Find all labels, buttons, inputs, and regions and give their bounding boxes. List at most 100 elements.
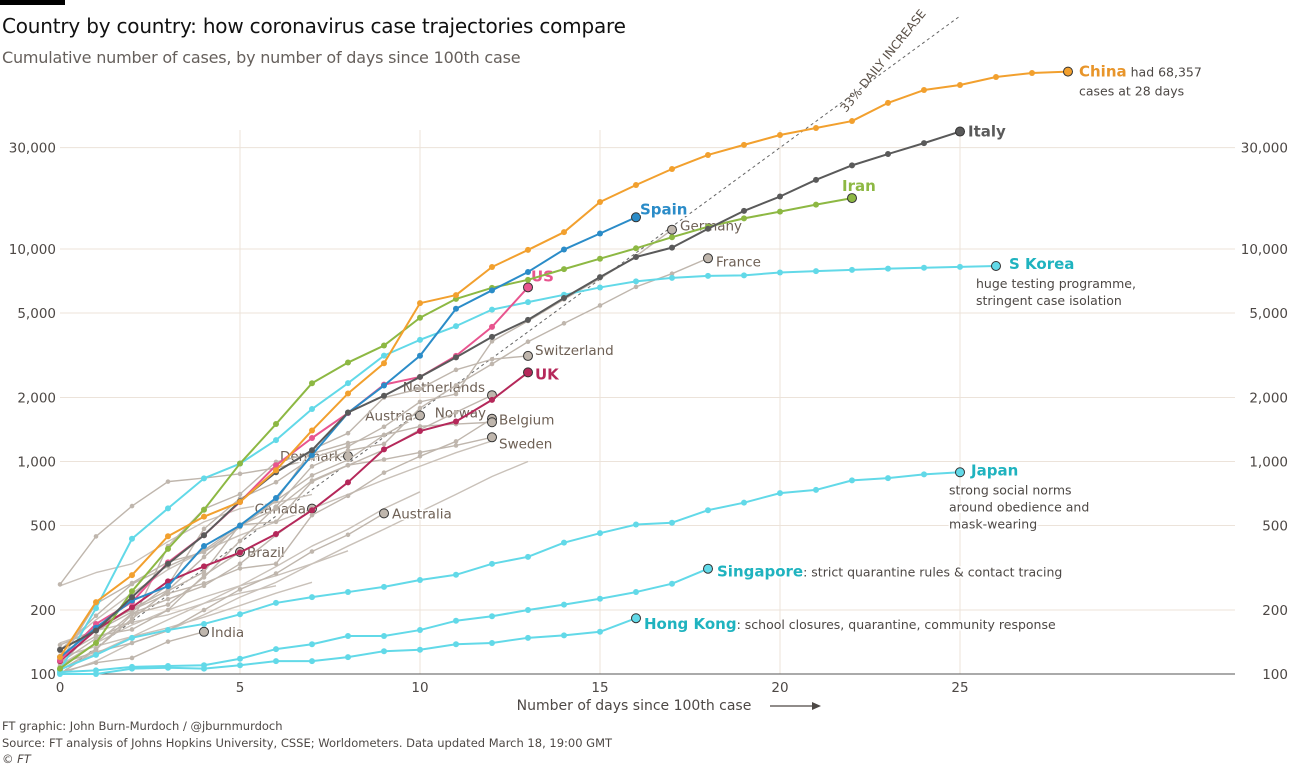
data-point (489, 613, 495, 620)
x-tick-label: 0 (56, 680, 65, 696)
data-point (57, 654, 63, 661)
y-tick-label-right: 2,000 (1249, 391, 1288, 407)
data-point (597, 274, 603, 281)
reference-line-label: 33% DAILY INCREASE (837, 7, 928, 115)
data-point (669, 271, 675, 276)
data-point (705, 151, 711, 158)
data-point (273, 504, 279, 509)
data-point (381, 382, 387, 389)
data-point (345, 444, 351, 449)
data-point (381, 470, 387, 475)
data-point (273, 519, 279, 525)
data-point (345, 380, 351, 387)
series-italy: Italy (57, 121, 1008, 653)
data-point (165, 639, 171, 644)
chart-title: Country by country: how coronavirus case… (2, 14, 626, 38)
y-tick-label-left: 1,000 (17, 455, 56, 471)
series-france: France (57, 253, 762, 677)
data-point (777, 490, 783, 497)
data-point (273, 467, 279, 474)
data-point (201, 569, 207, 575)
data-point (309, 594, 315, 601)
y-tick-label-right: 500 (1262, 518, 1288, 534)
data-point (489, 361, 495, 367)
data-point (489, 263, 495, 270)
data-point (93, 667, 99, 674)
data-point (345, 448, 351, 453)
end-point-france (703, 253, 713, 264)
data-point (561, 632, 567, 639)
data-point (273, 571, 279, 576)
data-point (633, 182, 639, 189)
x-tick-label: 5 (236, 680, 245, 696)
data-point (633, 245, 639, 252)
data-point (345, 463, 351, 468)
data-point (885, 265, 891, 272)
series-label-belgium: Belgium (499, 413, 554, 429)
data-point (165, 578, 171, 585)
end-point-singapore (703, 563, 713, 574)
data-point (57, 665, 63, 672)
series-label-text: Italy (968, 123, 1006, 141)
data-point (381, 457, 387, 462)
data-point (453, 439, 459, 444)
data-point (273, 437, 279, 444)
data-point (453, 617, 459, 624)
end-point-australia (379, 508, 389, 519)
y-tick-label-left: 5,000 (17, 306, 56, 322)
data-point (201, 662, 207, 669)
data-point (309, 641, 315, 648)
data-point (237, 655, 243, 662)
data-point (309, 479, 315, 484)
data-point (165, 596, 171, 602)
data-point (237, 538, 243, 544)
series-norway: Norway (57, 404, 497, 666)
data-point (921, 471, 927, 478)
data-point (633, 521, 639, 528)
data-point (309, 549, 315, 554)
data-point (741, 272, 747, 279)
data-point (525, 299, 531, 306)
data-point (93, 613, 99, 619)
data-point (237, 460, 243, 467)
data-point (453, 292, 459, 299)
data-point (381, 352, 387, 359)
data-point (381, 360, 387, 367)
end-point-india (199, 626, 209, 637)
data-point (525, 553, 531, 560)
data-point (669, 580, 675, 587)
series-label-hong-kong: Hong Kong: school closures, quarantine, … (644, 615, 1056, 633)
data-point (417, 576, 423, 583)
data-point (525, 246, 531, 253)
series-note-line: strong social norms (949, 482, 1072, 497)
series-line-japan (59, 471, 961, 671)
series-label-text: Netherlands (403, 380, 485, 396)
data-point (201, 554, 207, 560)
data-point (345, 390, 351, 397)
data-point (345, 493, 351, 499)
data-point (741, 207, 747, 214)
y-tick-label-left: 30,000 (9, 141, 56, 157)
data-point (813, 486, 819, 493)
data-point (165, 560, 171, 567)
data-point (129, 588, 135, 595)
data-point (453, 305, 459, 312)
data-point (777, 208, 783, 215)
data-point (165, 607, 171, 613)
series-label-text: Brazil (247, 545, 285, 561)
series-australia: Australia (57, 505, 453, 666)
data-point (237, 471, 243, 477)
data-point (201, 549, 207, 555)
data-point (237, 498, 243, 505)
data-point (345, 359, 351, 366)
data-point (237, 522, 243, 529)
data-point (885, 99, 891, 106)
data-point (129, 663, 135, 670)
data-point (381, 441, 387, 447)
data-point (93, 651, 99, 658)
end-point-germany (667, 224, 677, 235)
series-india: India (57, 623, 246, 675)
data-point (57, 582, 63, 587)
data-point (705, 225, 711, 232)
data-point (633, 278, 639, 285)
